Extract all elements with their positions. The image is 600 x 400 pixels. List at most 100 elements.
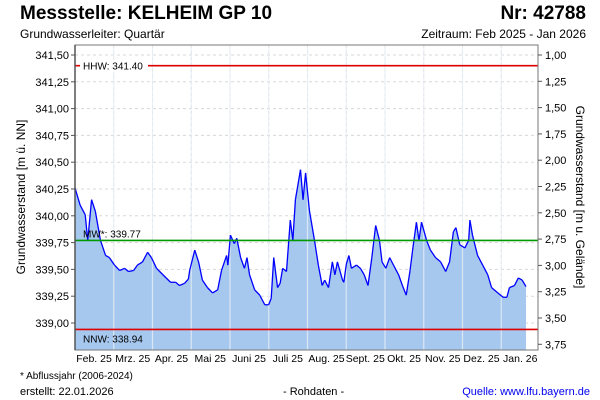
series-segment — [389, 257, 395, 266]
series-segment — [285, 220, 291, 272]
y-right-tick-label: 3,25 — [545, 287, 566, 299]
series-segment — [248, 274, 256, 290]
series-segment — [246, 257, 251, 275]
y-right-tick-label: 2,50 — [545, 208, 566, 220]
series-segment — [405, 270, 411, 296]
y-right-tick-label: 2,00 — [545, 155, 566, 167]
series-segment — [119, 267, 125, 272]
series-segment — [327, 261, 333, 288]
series-segment — [392, 264, 400, 276]
series-segment — [331, 261, 336, 275]
period-label: Zeitraum: Feb 2025 - Jan 2026 — [421, 27, 586, 41]
reference-label: MW*: 339.77 — [83, 229, 141, 240]
x-tick-label: Apr. 25 — [155, 353, 188, 365]
series-segment — [197, 261, 204, 281]
series-segment — [162, 274, 172, 283]
x-tick-label: Dez. 25 — [463, 353, 499, 365]
series-segment — [455, 227, 461, 245]
series-segment — [440, 261, 447, 272]
series-segment — [464, 240, 470, 249]
y-right-tick-label: 3,75 — [545, 339, 566, 351]
series-segment — [469, 219, 474, 236]
series-segment — [321, 279, 326, 286]
series-segment — [90, 199, 97, 212]
series-segment — [411, 222, 418, 251]
x-tick-label: Juni 25 — [232, 353, 266, 365]
x-tick-label: Juli 25 — [273, 353, 304, 365]
series-segment — [105, 254, 110, 259]
series-segment — [302, 172, 307, 200]
series-segment — [491, 287, 499, 294]
y-tick-label: 339,75 — [35, 238, 69, 250]
station-title: Messstelle: KELHEIM GP 10 — [20, 3, 273, 24]
series-segment — [518, 277, 523, 281]
series-segment — [133, 264, 138, 271]
series-segment — [371, 225, 377, 258]
series-segment — [108, 257, 116, 266]
series-segment — [435, 257, 442, 263]
y-right-axis-title: Grundwasserstand [m u. Gelände] — [573, 106, 587, 289]
aquifer-label: Grundwasserleiter: Quartär — [20, 27, 165, 41]
series-segment — [397, 274, 404, 286]
y-right-tick-label: 2,25 — [545, 182, 566, 194]
series-segment — [459, 244, 466, 249]
series-segment — [429, 249, 437, 258]
series-segment — [282, 267, 287, 273]
y-right-tick-label: 1,00 — [545, 50, 566, 62]
series-segment — [336, 261, 344, 281]
series-segment — [74, 187, 81, 206]
series-segment — [385, 257, 391, 269]
x-tick-label: Nov. 25 — [425, 353, 461, 365]
series-segment — [334, 261, 339, 275]
y-tick-label: 340,00 — [35, 211, 69, 223]
series-segment — [415, 222, 420, 241]
series-segment — [401, 285, 407, 296]
series-segment — [243, 257, 248, 269]
y-tick-label: 339,50 — [35, 264, 69, 276]
y-axis-title: Grundwasserstand [m ü. NN] — [14, 120, 28, 275]
series-segment — [317, 264, 323, 286]
series-segment — [482, 264, 489, 276]
series-segment — [356, 264, 361, 269]
y-right-tick-label: 1,75 — [545, 129, 566, 141]
series-segment — [279, 268, 284, 284]
series-segment — [351, 264, 357, 269]
series-segment — [201, 279, 209, 288]
series-segment — [487, 274, 493, 288]
series-segment — [240, 257, 246, 269]
series-segment — [194, 249, 200, 263]
x-tick-label: Mrz. 25 — [115, 353, 150, 365]
area-fill — [75, 169, 526, 350]
y-tick-label: 339,00 — [35, 318, 69, 330]
y-tick-label: 340,50 — [35, 157, 69, 169]
source-link[interactable]: Quelle: www.lfu.bayern.de — [462, 386, 590, 398]
station-number: Nr: 42788 — [500, 3, 586, 24]
series-segment — [409, 250, 414, 271]
series-segment — [277, 283, 281, 288]
y-tick-label: 340,25 — [35, 184, 69, 196]
series-segment — [147, 251, 152, 258]
reference-label: HHW: 341.40 — [83, 62, 143, 73]
x-tick-label: Jan. 26 — [503, 353, 538, 365]
series-segment — [299, 169, 304, 200]
y-tick-label: 340,75 — [35, 130, 69, 142]
series-segment — [418, 222, 423, 241]
series-segment — [343, 263, 347, 283]
series-segment — [448, 231, 455, 262]
series-segment — [84, 214, 89, 241]
series-segment — [375, 225, 381, 241]
series-segment — [359, 267, 365, 276]
footnote: * Abflussjahr (2006-2024) — [20, 371, 133, 382]
series-segment — [363, 274, 369, 286]
series-segment — [324, 279, 330, 288]
series-segment — [513, 277, 519, 286]
series-segment — [426, 240, 432, 251]
series-segment — [137, 261, 143, 266]
series-segment — [497, 292, 504, 298]
series-segment — [79, 204, 86, 216]
series-segment — [292, 199, 297, 241]
series-segment — [506, 287, 511, 298]
x-tick-label: Okt. 25 — [387, 353, 421, 365]
series-segment — [273, 257, 279, 288]
